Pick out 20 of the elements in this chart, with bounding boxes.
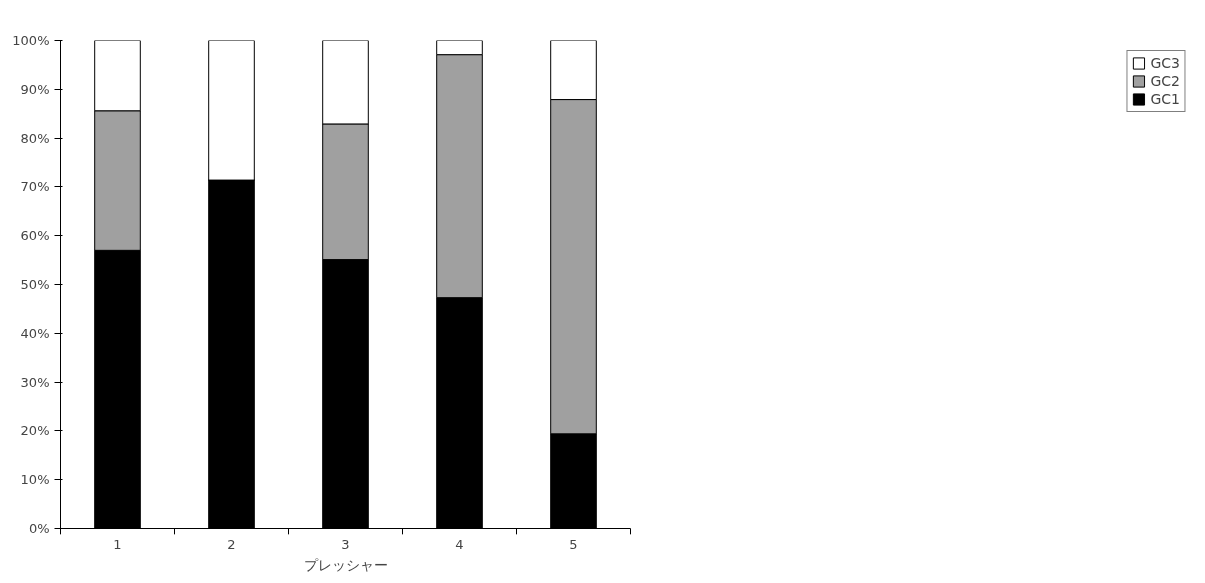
x-tick-label: 5	[569, 536, 578, 552]
y-tick-label: 60%	[20, 228, 50, 244]
x-tick-label: 1	[113, 536, 122, 552]
y-tick-label: 0%	[28, 521, 50, 536]
x-tick-label: 3	[341, 536, 350, 552]
legend-label: GC3	[1150, 55, 1180, 71]
y-tick-label: 80%	[20, 130, 50, 146]
y-tick-label: 100%	[12, 33, 50, 48]
legend-label: GC2	[1150, 73, 1180, 89]
y-tick-label: 10%	[20, 472, 50, 488]
y-tick-label: 30%	[20, 374, 50, 390]
y-tick-label: 40%	[20, 325, 50, 341]
x-tick-label: 4	[455, 536, 464, 552]
y-tick-label: 90%	[20, 81, 50, 97]
legend-label: GC1	[1150, 91, 1180, 107]
y-tick-label: 50%	[20, 277, 50, 292]
x-axis-title: プレッシャー	[303, 556, 388, 573]
y-tick-label: 70%	[20, 179, 50, 195]
x-tick-label: 2	[227, 536, 236, 552]
y-tick-label: 20%	[20, 423, 50, 439]
